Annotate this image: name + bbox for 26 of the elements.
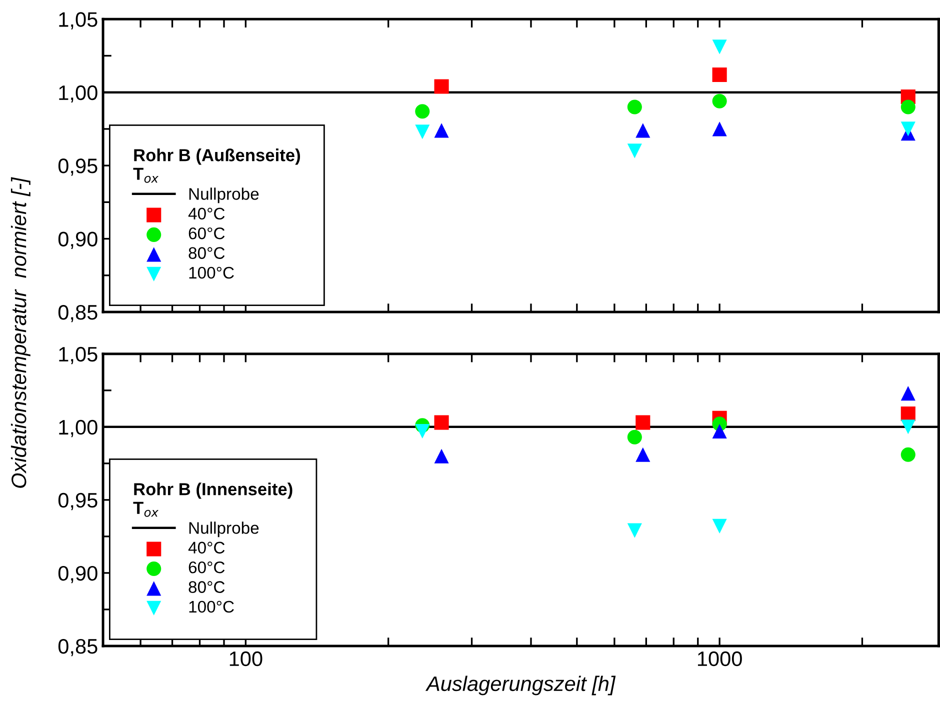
legend-label: Nullprobe bbox=[189, 188, 259, 204]
y-tick-label: 1,00 bbox=[59, 85, 98, 103]
legend-label: 40°C bbox=[188, 208, 225, 220]
legend-label: 80°C bbox=[188, 581, 225, 593]
y-tick-label: 0,95 bbox=[58, 158, 98, 176]
y-tick-label: 0,90 bbox=[58, 566, 98, 584]
legend-label: 100°C bbox=[189, 600, 234, 613]
y-tick-label: 1,00 bbox=[59, 420, 98, 438]
x-tick-label: 1000 bbox=[698, 651, 742, 666]
x-tick-label: 100 bbox=[230, 651, 262, 666]
y-tick-label: 1,05 bbox=[59, 346, 98, 364]
legend-title: Rohr B (Außenseite) T$_{ox}$ bbox=[133, 148, 300, 183]
legend-label: 60°C bbox=[188, 227, 225, 240]
y-tick-label: 1,05 bbox=[59, 12, 98, 30]
legend-label: 40°C bbox=[188, 542, 225, 554]
y-tick-label: 0,85 bbox=[58, 638, 98, 656]
legend-title: Rohr B (Innenseite) T$_{ox}$ bbox=[133, 482, 292, 517]
legend-label: 100°C bbox=[189, 266, 234, 279]
legend-label: 60°C bbox=[188, 561, 225, 574]
y-tick-label: 0,95 bbox=[58, 492, 98, 510]
x-axis-title: Auslagerungszeit [h] bbox=[425, 676, 616, 696]
y-tick-label: 0,90 bbox=[58, 232, 98, 249]
legend-label: 80°C bbox=[188, 247, 225, 259]
y-tick-label: 0,85 bbox=[58, 304, 98, 322]
legend-label: Nullprobe bbox=[189, 522, 259, 538]
y-axis-title: Oxidationstemperatur normiert [-] bbox=[10, 177, 30, 488]
